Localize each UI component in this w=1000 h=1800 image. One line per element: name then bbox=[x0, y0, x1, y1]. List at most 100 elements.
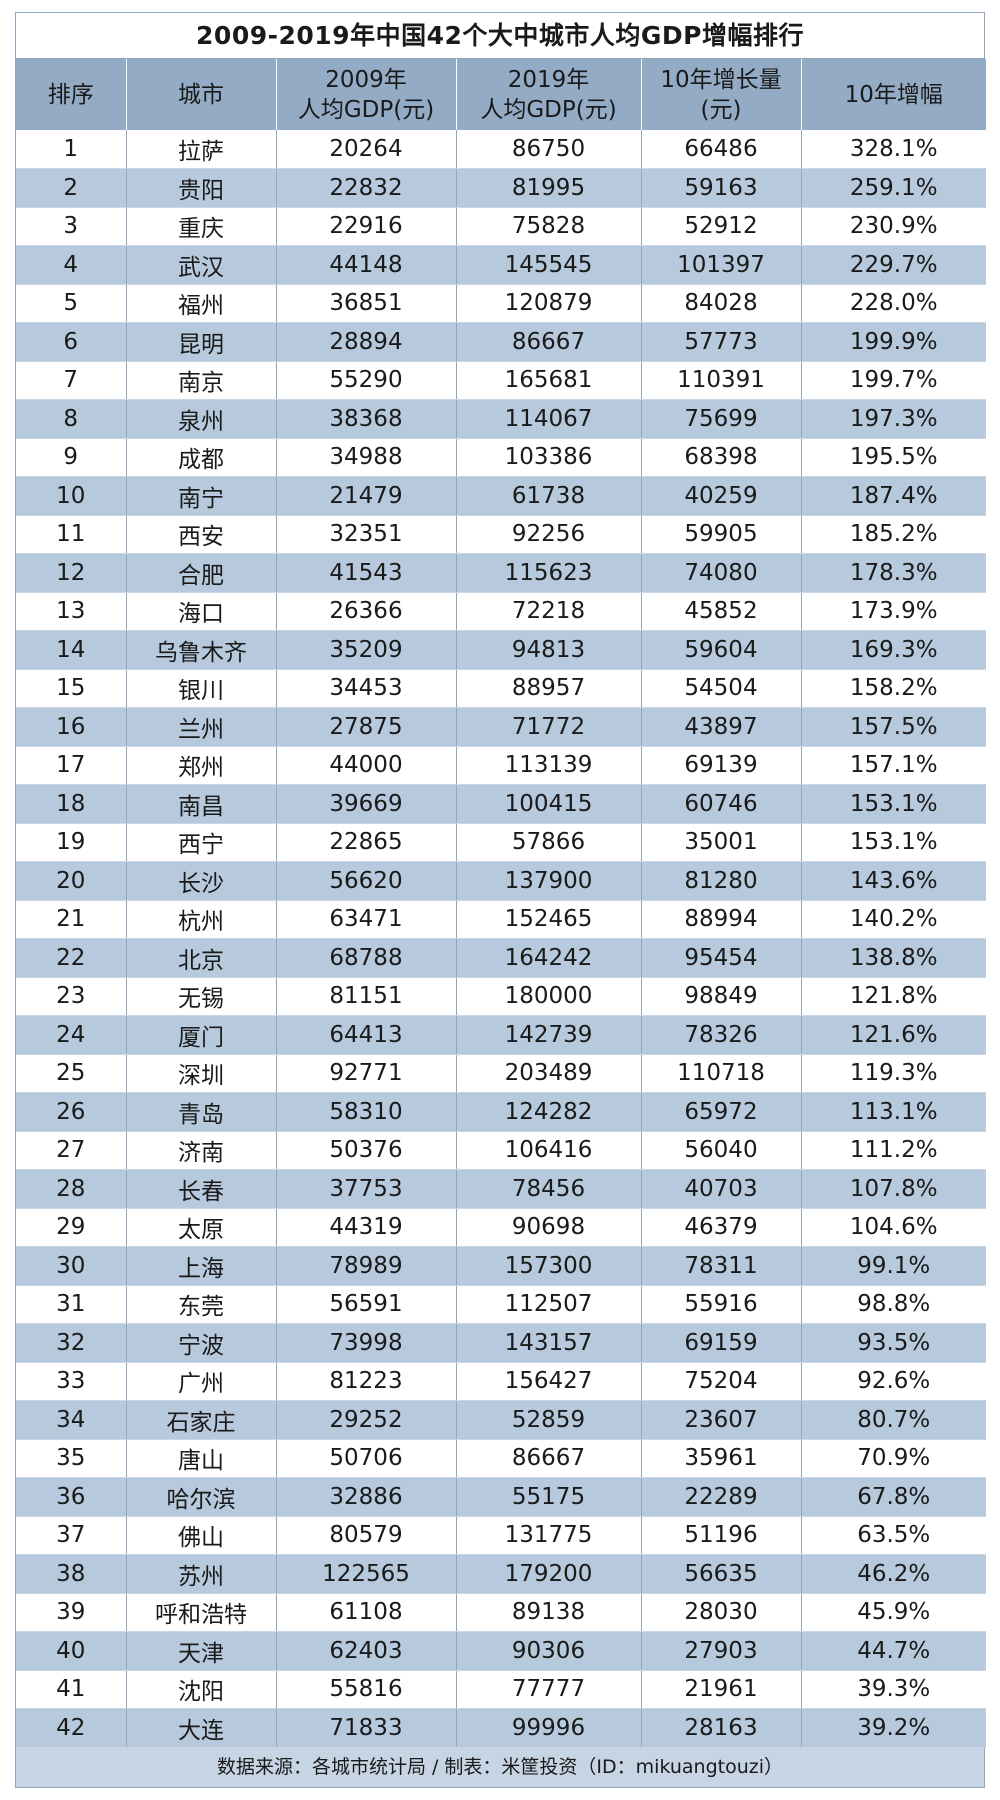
growth-cell: 93.5% bbox=[801, 1323, 986, 1363]
rank-cell: 1 bbox=[16, 130, 127, 169]
increase-cell: 65972 bbox=[641, 1092, 802, 1132]
rank-cell: 3 bbox=[16, 207, 127, 246]
gdp-2019-cell: 77777 bbox=[456, 1670, 642, 1709]
gdp-2019-cell: 180000 bbox=[456, 977, 642, 1016]
table-row: 22 北京 68788 164242 95454 138.8% bbox=[16, 938, 986, 978]
growth-cell: 187.4% bbox=[801, 476, 986, 516]
table-row: 12 合肥 41543 115623 74080 178.3% bbox=[16, 553, 986, 593]
increase-cell: 66486 bbox=[641, 130, 802, 169]
growth-cell: 157.5% bbox=[801, 707, 986, 747]
city-cell: 杭州 bbox=[126, 900, 277, 939]
rank-cell: 22 bbox=[16, 938, 127, 978]
growth-cell: 185.2% bbox=[801, 515, 986, 554]
rank-cell: 42 bbox=[16, 1708, 127, 1748]
gdp-2019-cell: 75828 bbox=[456, 207, 642, 246]
table-row: 19 西宁 22865 57866 35001 153.1% bbox=[16, 823, 986, 862]
rank-cell: 15 bbox=[16, 669, 127, 708]
rank-cell: 34 bbox=[16, 1400, 127, 1440]
table-row: 21 杭州 63471 152465 88994 140.2% bbox=[16, 900, 986, 939]
gdp-2009-cell: 32886 bbox=[276, 1477, 457, 1517]
table-row: 36 哈尔滨 32886 55175 22289 67.8% bbox=[16, 1477, 986, 1517]
rank-cell: 28 bbox=[16, 1169, 127, 1209]
growth-cell: 46.2% bbox=[801, 1554, 986, 1594]
gdp-2019-cell: 106416 bbox=[456, 1131, 642, 1170]
growth-cell: 143.6% bbox=[801, 861, 986, 901]
gdp-2019-cell: 94813 bbox=[456, 630, 642, 670]
increase-cell: 59604 bbox=[641, 630, 802, 670]
city-cell: 西安 bbox=[126, 515, 277, 554]
gdp-2019-cell: 131775 bbox=[456, 1516, 642, 1555]
increase-cell: 28030 bbox=[641, 1593, 802, 1632]
increase-cell: 27903 bbox=[641, 1631, 802, 1671]
city-cell: 哈尔滨 bbox=[126, 1477, 277, 1517]
growth-cell: 80.7% bbox=[801, 1400, 986, 1440]
gdp-2019-cell: 86667 bbox=[456, 1439, 642, 1478]
city-cell: 天津 bbox=[126, 1631, 277, 1671]
gdp-2019-cell: 165681 bbox=[456, 361, 642, 400]
gdp-2019-cell: 152465 bbox=[456, 900, 642, 939]
city-cell: 成都 bbox=[126, 438, 277, 477]
growth-cell: 99.1% bbox=[801, 1246, 986, 1286]
gdp-2009-cell: 71833 bbox=[276, 1708, 457, 1748]
rank-cell: 39 bbox=[16, 1593, 127, 1632]
gdp-2009-cell: 92771 bbox=[276, 1054, 457, 1093]
growth-cell: 107.8% bbox=[801, 1169, 986, 1209]
increase-cell: 78326 bbox=[641, 1015, 802, 1055]
increase-cell: 74080 bbox=[641, 553, 802, 593]
rank-cell: 10 bbox=[16, 476, 127, 516]
city-cell: 石家庄 bbox=[126, 1400, 277, 1440]
increase-cell: 46379 bbox=[641, 1208, 802, 1247]
growth-cell: 195.5% bbox=[801, 438, 986, 477]
increase-cell: 60746 bbox=[641, 784, 802, 824]
increase-cell: 84028 bbox=[641, 284, 802, 323]
gdp-2019-cell: 61738 bbox=[456, 476, 642, 516]
gdp-2009-cell: 122565 bbox=[276, 1554, 457, 1594]
table-row: 30 上海 78989 157300 78311 99.1% bbox=[16, 1246, 986, 1286]
rank-cell: 4 bbox=[16, 245, 127, 285]
city-cell: 宁波 bbox=[126, 1323, 277, 1363]
increase-cell: 68398 bbox=[641, 438, 802, 477]
table-row: 32 宁波 73998 143157 69159 93.5% bbox=[16, 1323, 986, 1363]
city-cell: 唐山 bbox=[126, 1439, 277, 1478]
table-row: 37 佛山 80579 131775 51196 63.5% bbox=[16, 1516, 986, 1555]
rank-cell: 17 bbox=[16, 746, 127, 785]
gdp-2019-cell: 120879 bbox=[456, 284, 642, 323]
gdp-2009-cell: 64413 bbox=[276, 1015, 457, 1055]
increase-cell: 81280 bbox=[641, 861, 802, 901]
gdp-2019-cell: 203489 bbox=[456, 1054, 642, 1093]
city-cell: 太原 bbox=[126, 1208, 277, 1247]
table-row: 42 大连 71833 99996 28163 39.2% bbox=[16, 1708, 986, 1748]
growth-cell: 153.1% bbox=[801, 823, 986, 862]
increase-cell: 56635 bbox=[641, 1554, 802, 1594]
table-row: 16 兰州 27875 71772 43897 157.5% bbox=[16, 707, 986, 747]
city-cell: 青岛 bbox=[126, 1092, 277, 1132]
growth-cell: 199.7% bbox=[801, 361, 986, 400]
rank-cell: 23 bbox=[16, 977, 127, 1016]
city-cell: 长沙 bbox=[126, 861, 277, 901]
header-gdp-2019-line2: 人均GDP(元) bbox=[480, 96, 617, 123]
gdp-2009-cell: 62403 bbox=[276, 1631, 457, 1671]
city-cell: 北京 bbox=[126, 938, 277, 978]
rank-cell: 6 bbox=[16, 322, 127, 362]
city-cell: 郑州 bbox=[126, 746, 277, 785]
city-cell: 福州 bbox=[126, 284, 277, 323]
table-row: 31 东莞 56591 112507 55916 98.8% bbox=[16, 1285, 986, 1324]
growth-cell: 39.2% bbox=[801, 1708, 986, 1748]
rank-cell: 36 bbox=[16, 1477, 127, 1517]
city-cell: 南昌 bbox=[126, 784, 277, 824]
gdp-2019-cell: 89138 bbox=[456, 1593, 642, 1632]
increase-cell: 57773 bbox=[641, 322, 802, 362]
gdp-2009-cell: 81223 bbox=[276, 1362, 457, 1401]
table-row: 35 唐山 50706 86667 35961 70.9% bbox=[16, 1439, 986, 1478]
gdp-2009-cell: 36851 bbox=[276, 284, 457, 323]
gdp-2009-cell: 63471 bbox=[276, 900, 457, 939]
table-row: 23 无锡 81151 180000 98849 121.8% bbox=[16, 977, 986, 1016]
gdp-2009-cell: 34988 bbox=[276, 438, 457, 477]
gdp-2009-cell: 39669 bbox=[276, 784, 457, 824]
growth-cell: 111.2% bbox=[801, 1131, 986, 1170]
rank-cell: 27 bbox=[16, 1131, 127, 1170]
table-row: 33 广州 81223 156427 75204 92.6% bbox=[16, 1362, 986, 1401]
gdp-2009-cell: 22832 bbox=[276, 168, 457, 208]
header-gdp-2009: 2009年 人均GDP(元) bbox=[276, 59, 457, 130]
table-title: 2009-2019年中国42个大中城市人均GDP增幅排行 bbox=[16, 13, 984, 59]
